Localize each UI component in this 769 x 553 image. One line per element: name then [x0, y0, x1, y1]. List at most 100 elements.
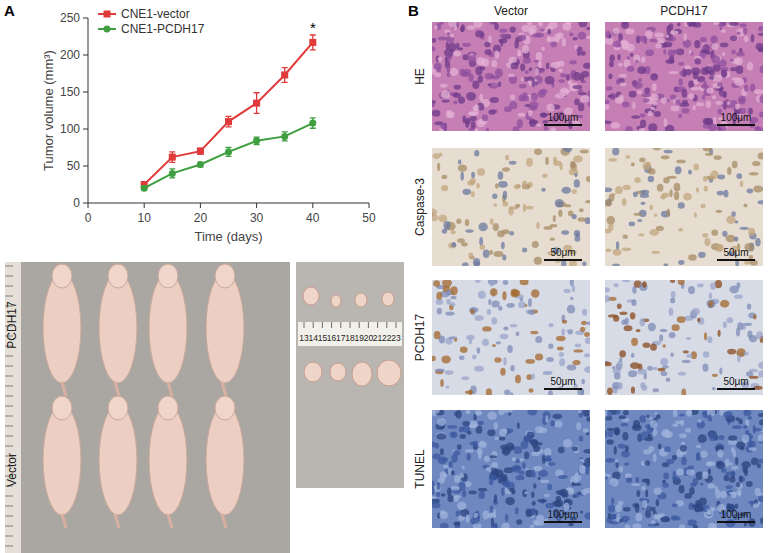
- cell: [460, 73, 470, 77]
- cell: [630, 53, 634, 57]
- cell: [564, 289, 571, 293]
- cell: [641, 385, 647, 391]
- cell: [744, 469, 748, 476]
- cell: [631, 299, 636, 306]
- cell: [478, 491, 485, 499]
- scale-bar: [717, 388, 755, 390]
- cell: [494, 51, 499, 59]
- cell: [440, 523, 449, 528]
- ruler-tick: [368, 322, 369, 328]
- error-bar: [169, 152, 175, 162]
- figure: A01020304050050100150200250Time (days)Tu…: [0, 0, 769, 553]
- cell: [758, 200, 763, 204]
- cell: [605, 249, 611, 253]
- cell: [578, 217, 586, 221]
- tumor: [382, 292, 394, 306]
- cell: [453, 100, 457, 104]
- cell: [433, 280, 440, 286]
- cell: [636, 477, 640, 484]
- cell: [528, 309, 535, 315]
- cell: [459, 426, 464, 432]
- cell: [653, 148, 661, 150]
- cell: [739, 475, 743, 482]
- cell: [625, 28, 634, 34]
- cell: [637, 66, 646, 74]
- cell: [438, 36, 447, 40]
- cell: [653, 388, 659, 392]
- cell: [448, 22, 456, 27]
- ruler-tick: [5, 406, 13, 407]
- cell: [470, 309, 475, 314]
- cell: [736, 32, 740, 35]
- cell: [693, 525, 698, 528]
- cell: [566, 22, 572, 25]
- cell: [550, 420, 555, 426]
- cell: [682, 100, 688, 105]
- mouse-head: [108, 396, 128, 420]
- cell: [472, 355, 477, 360]
- cell: [606, 31, 612, 38]
- cell: [584, 459, 590, 463]
- cell: [642, 93, 651, 97]
- cell: [696, 453, 699, 461]
- cell: [544, 126, 549, 130]
- cell: [754, 126, 760, 130]
- cell: [491, 317, 497, 324]
- cell: [451, 454, 457, 462]
- cell: [669, 37, 676, 42]
- x-tick-label: 40: [306, 211, 320, 225]
- cell: [639, 36, 647, 42]
- cell: [715, 280, 722, 288]
- cell: [484, 49, 491, 55]
- cell: [432, 110, 440, 117]
- cell: [708, 468, 711, 474]
- cell: [562, 320, 567, 324]
- cell: [447, 488, 452, 497]
- cell: [455, 410, 461, 419]
- cell: [458, 159, 461, 164]
- cell: [432, 410, 440, 414]
- cell: [439, 511, 448, 519]
- cell: [561, 328, 565, 335]
- cell: [747, 189, 753, 194]
- cell: [488, 109, 496, 114]
- y-axis-title: Tumor volume (mm³): [41, 50, 56, 171]
- cell: [622, 280, 630, 282]
- micrograph-bg: [432, 280, 590, 395]
- cell: [448, 43, 456, 52]
- cell: [435, 369, 445, 373]
- cell: [753, 185, 763, 192]
- cell: [678, 113, 682, 118]
- cell: [434, 331, 441, 339]
- cell: [573, 37, 578, 41]
- cell: [615, 186, 622, 194]
- cell: [508, 74, 515, 77]
- cell: [439, 153, 442, 157]
- cell: [757, 463, 761, 468]
- cell: [692, 308, 700, 315]
- cell: [625, 126, 633, 131]
- cell: [732, 161, 738, 169]
- cell: [736, 173, 742, 179]
- cell: [458, 164, 467, 171]
- cell: [489, 250, 493, 255]
- panel-label: A: [4, 2, 15, 19]
- cell: [443, 221, 450, 230]
- cell: [456, 218, 461, 224]
- cell: [698, 434, 707, 443]
- ruler-tick: [304, 322, 305, 328]
- cell: [522, 45, 529, 53]
- ruler-tick: [5, 536, 13, 537]
- cell: [490, 288, 497, 296]
- legend-entry: CNE1-vector: [121, 7, 190, 21]
- cell: [712, 95, 716, 99]
- cell: [520, 280, 529, 285]
- cell: [643, 343, 651, 349]
- cell: [737, 355, 741, 362]
- ruler-tick: [5, 286, 13, 287]
- cell: [548, 344, 553, 349]
- cell: [711, 43, 718, 50]
- cell: [681, 420, 685, 426]
- scale-bar-label: 50μm: [723, 376, 748, 387]
- cell: [635, 513, 642, 521]
